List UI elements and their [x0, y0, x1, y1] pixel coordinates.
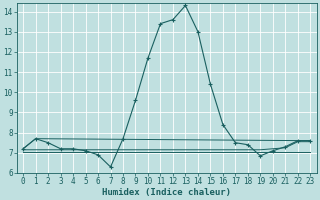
X-axis label: Humidex (Indice chaleur): Humidex (Indice chaleur)	[102, 188, 231, 197]
